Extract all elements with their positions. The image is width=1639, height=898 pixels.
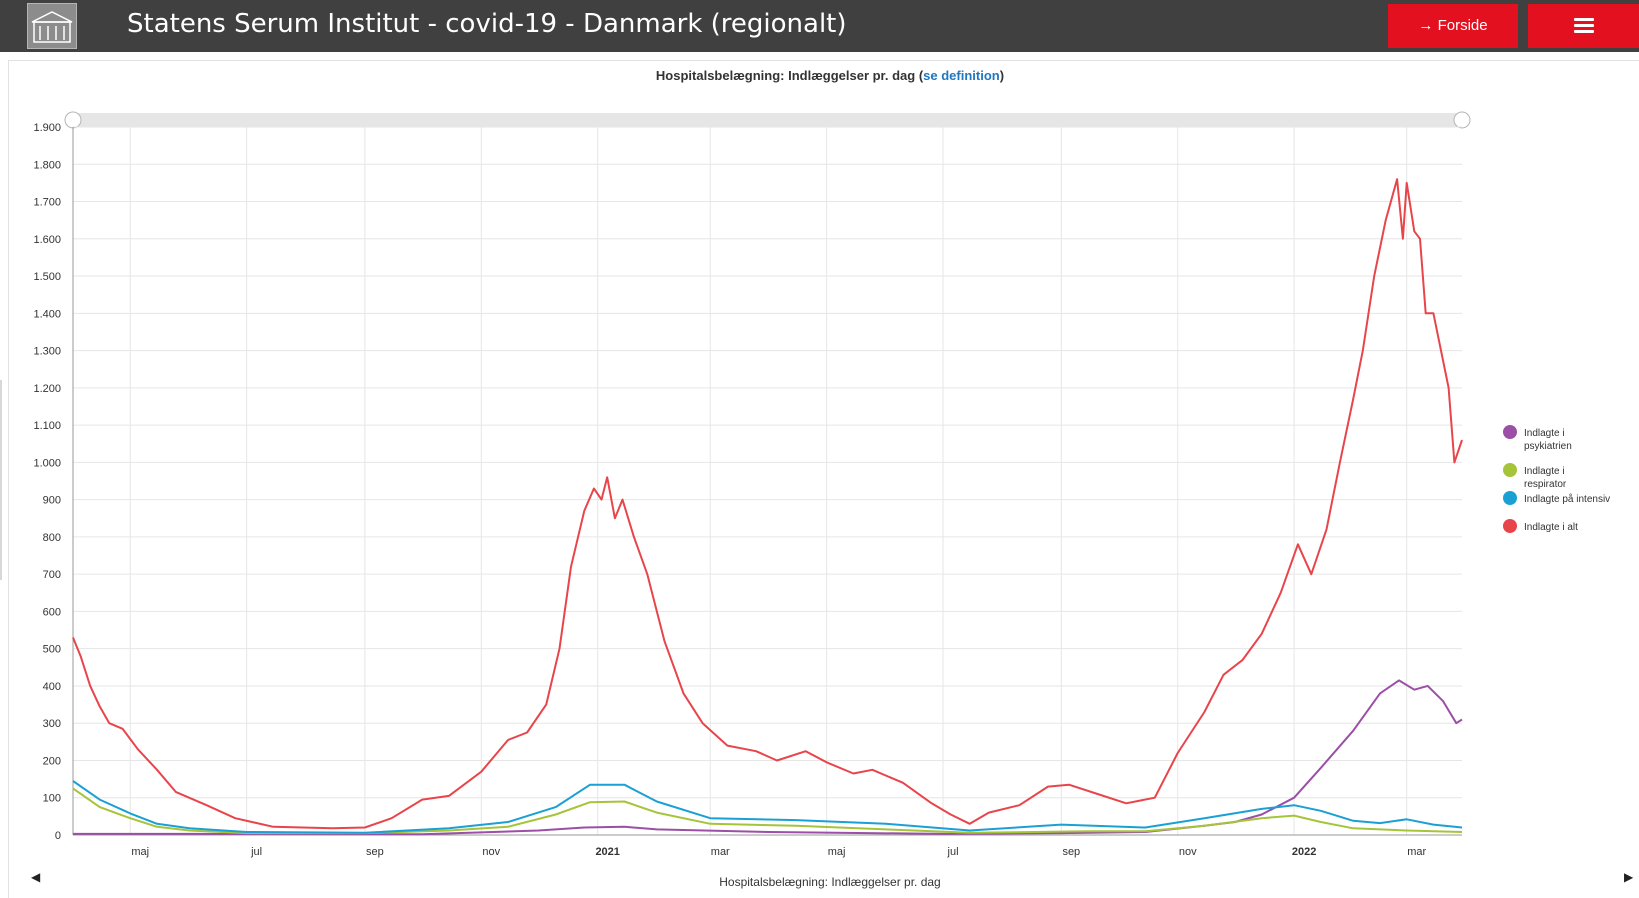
x-tick-label: 2022	[1292, 846, 1316, 858]
building-icon[interactable]	[27, 3, 77, 49]
y-tick-label: 900	[43, 495, 61, 507]
see-definition-link[interactable]: se definition	[923, 68, 1000, 83]
chart-title: Hospitalsbelægning: Indlæggelser pr. dag…	[0, 68, 1639, 83]
x-tick-label: sep	[366, 846, 384, 858]
x-tick-label: nov	[482, 846, 500, 858]
chart-panel	[8, 60, 1639, 898]
y-tick-label: 1.100	[33, 420, 61, 432]
y-tick-label: 1.500	[33, 271, 61, 283]
x-tick-label: jul	[947, 846, 959, 858]
series-line-3	[72, 780, 1463, 834]
legend-label-1: Indlagte i psykiatrien	[1524, 428, 1572, 452]
scroll-left-arrow-icon[interactable]: ◀	[31, 870, 41, 884]
panel-edge	[0, 380, 2, 580]
legend-label-4: Indlagte i alt	[1524, 522, 1578, 533]
series-line-2	[72, 787, 1463, 835]
legend-marker-3	[1503, 491, 1517, 505]
y-tick-label: 800	[43, 532, 61, 544]
x-tick-label: nov	[1179, 846, 1197, 858]
x-tick-label: jul	[250, 846, 262, 858]
y-tick-label: 1.200	[33, 383, 61, 395]
y-tick-label: 200	[43, 755, 61, 767]
legend-label-3: Indlagte på intensiv	[1524, 493, 1610, 505]
app-title: Statens Serum Institut - covid-19 - Danm…	[127, 9, 847, 39]
chart-title-suffix: )	[999, 68, 1005, 83]
legend-marker-1	[1503, 425, 1517, 439]
forside-button[interactable]: → Forside	[1388, 4, 1518, 48]
y-tick-label: 1.700	[33, 197, 61, 209]
x-axis-caption: Hospitalsbelægning: Indlæggelser pr. dag	[719, 875, 941, 889]
x-tick-label: maj	[828, 846, 846, 858]
y-tick-label: 700	[43, 569, 61, 581]
header-bar: Statens Serum Institut - covid-19 - Danm…	[0, 0, 1639, 52]
y-tick-label: 1.900	[33, 122, 61, 134]
y-tick-label: 300	[43, 718, 61, 730]
y-tick-label: 1.600	[33, 234, 61, 246]
y-tick-label: 500	[43, 644, 61, 656]
y-tick-label: 1.400	[33, 308, 61, 320]
range-navigator	[73, 113, 1462, 127]
y-tick-label: 1.800	[33, 159, 61, 171]
chart-title-text: Hospitalsbelægning: Indlæggelser pr. dag…	[655, 68, 924, 83]
x-tick-label: 2021	[595, 846, 619, 858]
series-line-4	[72, 178, 1463, 830]
legend-marker-4	[1503, 519, 1517, 533]
y-tick-label: 600	[43, 606, 61, 618]
legend-marker-2	[1503, 463, 1517, 477]
range-handle-right	[1453, 111, 1471, 129]
x-tick-label: maj	[131, 846, 149, 858]
legend-label-2: Indlagte i respirator	[1524, 466, 1567, 490]
y-tick-label: 0	[55, 830, 61, 842]
y-tick-label: 400	[43, 681, 61, 693]
x-tick-label: mar	[711, 846, 730, 858]
y-tick-label: 100	[43, 793, 61, 805]
range-handle-left	[64, 111, 82, 129]
y-tick-label: 1.000	[33, 457, 61, 469]
x-tick-label: mar	[1407, 846, 1426, 858]
scroll-right-arrow-icon[interactable]: ▶	[1624, 870, 1634, 884]
hamburger-menu-icon[interactable]	[1528, 4, 1639, 48]
y-tick-label: 1.300	[33, 346, 61, 358]
x-tick-label: sep	[1062, 846, 1080, 858]
